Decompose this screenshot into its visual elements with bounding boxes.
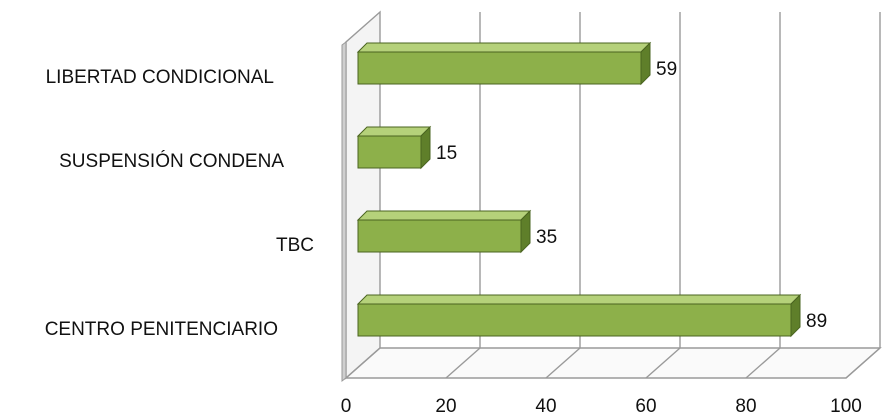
floor-gridline-100: [845, 347, 881, 379]
x-tick-label: 20: [435, 396, 456, 417]
x-tick-label: 60: [635, 396, 656, 417]
bar-side: [520, 209, 531, 254]
bar: [357, 303, 792, 337]
bar-top: [356, 294, 802, 305]
bar: [357, 219, 522, 253]
category-label: TBC: [276, 235, 314, 256]
bar-top: [356, 210, 532, 221]
bar-side: [420, 125, 431, 170]
bar-group: 35: [356, 209, 557, 254]
x-tick-label: 100: [830, 396, 862, 417]
floor: [344, 347, 882, 379]
data-label: 89: [806, 311, 827, 332]
data-label: 59: [656, 59, 677, 80]
bar: [357, 51, 642, 85]
category-label: LIBERTAD CONDICIONAL: [46, 67, 274, 88]
floor-gridline-80: [745, 347, 781, 379]
bar: [357, 135, 422, 169]
floor-gridline-0: [345, 347, 381, 379]
bars: 59 15 35 89: [356, 41, 827, 338]
bar-top: [356, 42, 652, 53]
chart-walls: [341, 10, 882, 382]
bar-group: 89: [356, 293, 827, 338]
x-tick-label: 40: [535, 396, 556, 417]
left-wall-edge: [341, 41, 347, 382]
bar-top: [356, 126, 432, 137]
bar-group: 59: [356, 41, 677, 86]
bar-side: [640, 41, 651, 86]
bar-side: [790, 293, 801, 338]
bar-group: 15: [356, 125, 457, 170]
floor-gridline-40: [545, 347, 581, 379]
floor-gridline-20: [445, 347, 481, 379]
x-tick-label: 80: [735, 396, 756, 417]
data-label: 15: [436, 143, 457, 164]
category-label: CENTRO PENITENCIARIO: [45, 319, 278, 340]
x-tick-label: 0: [341, 396, 352, 417]
floor-gridline-60: [645, 347, 681, 379]
category-label: SUSPENSIÓN CONDENA: [59, 150, 284, 172]
x-axis-ticks: 0 20 40 60 80 100: [341, 396, 862, 417]
category-labels: LIBERTAD CONDICIONAL SUSPENSIÓN CONDENA TB…: [45, 67, 314, 340]
data-label: 35: [536, 227, 557, 248]
